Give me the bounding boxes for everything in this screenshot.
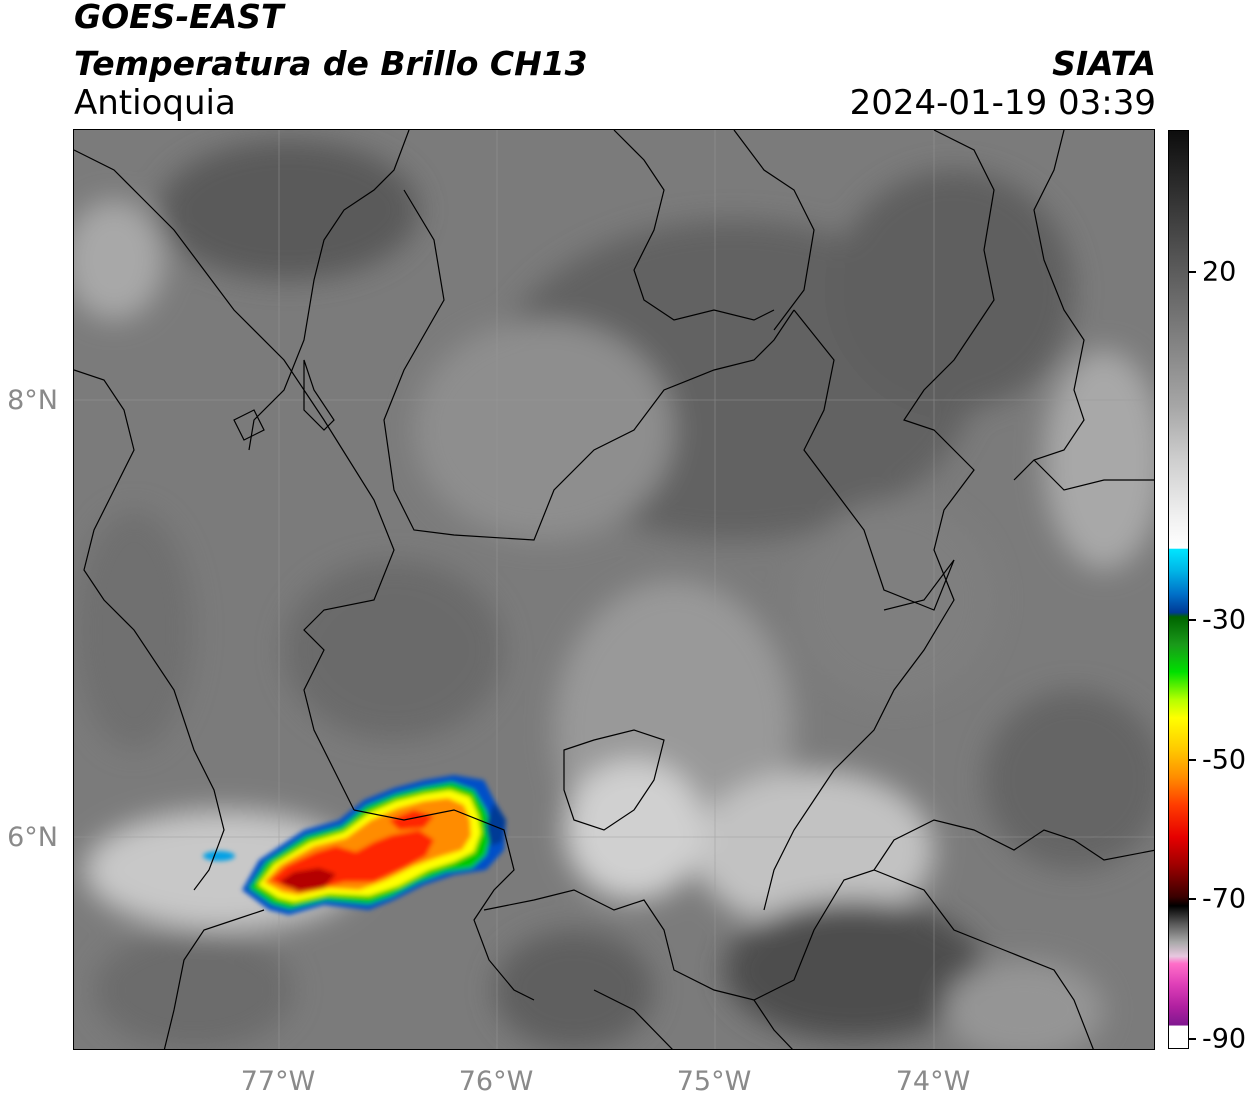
colorbar-label-minus50: -50 xyxy=(1202,744,1247,776)
colorbar-label-minus70: -70 xyxy=(1202,883,1247,915)
colorbar-label-minus90: -90 xyxy=(1202,1023,1247,1055)
colorbar-label-minus30: -30 xyxy=(1202,604,1247,636)
lat-label-8n: 8°N xyxy=(7,385,58,416)
colorbar-tick xyxy=(1189,898,1196,900)
storm-cell xyxy=(203,775,506,915)
graticule xyxy=(74,130,1154,1049)
datetime-label: 2024-01-19 03:39 xyxy=(849,83,1156,123)
region-label: Antioquia xyxy=(74,83,236,123)
map-canvas xyxy=(74,130,1154,1049)
lon-label-76w: 76°W xyxy=(458,1066,534,1097)
lon-label-77w: 77°W xyxy=(240,1066,316,1097)
satellite-map xyxy=(73,129,1155,1050)
lat-label-6n: 6°N xyxy=(7,822,58,853)
colorbar-tick xyxy=(1189,271,1196,273)
colorbar-tick xyxy=(1189,1038,1196,1040)
lon-label-75w: 75°W xyxy=(676,1066,752,1097)
colorbar-tick xyxy=(1189,619,1196,621)
colorbar xyxy=(1168,130,1189,1049)
colorbar-tick xyxy=(1189,759,1196,761)
boundaries xyxy=(74,130,1154,1049)
organization-label: SIATA xyxy=(1052,44,1156,83)
title-satellite: GOES-EAST xyxy=(74,0,284,36)
colorbar-label-20: 20 xyxy=(1202,256,1237,288)
cloud-texture xyxy=(74,140,1154,1049)
title-product: Temperatura de Brillo CH13 xyxy=(74,44,588,83)
lon-label-74w: 74°W xyxy=(895,1066,971,1097)
